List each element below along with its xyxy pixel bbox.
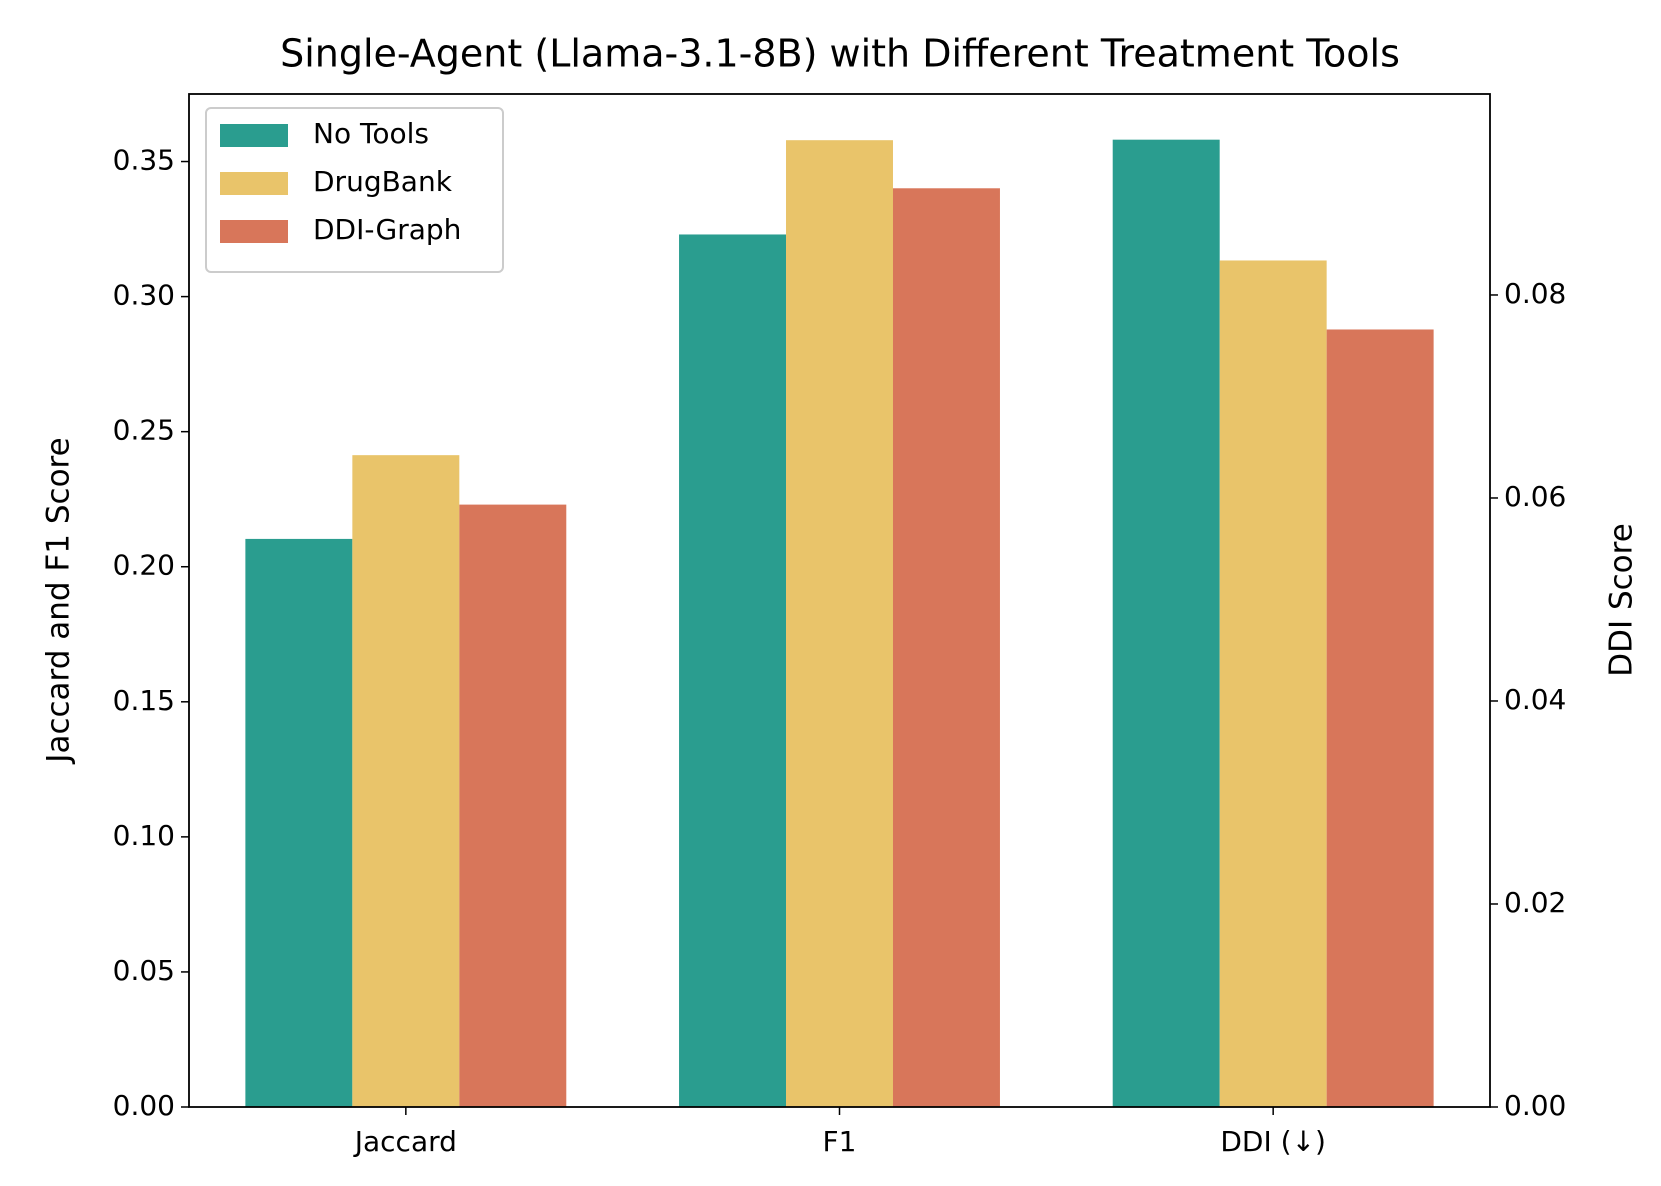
- y2-axis-label: DDI Score: [1604, 523, 1640, 677]
- y2-tick-label: 0.06: [1504, 480, 1566, 513]
- legend-label: No Tools: [313, 117, 429, 150]
- bar: [1112, 139, 1220, 1108]
- chart-title: Single-Agent (Llama-3.1-8B) with Differe…: [280, 32, 1400, 76]
- bar: [352, 455, 460, 1107]
- y2-tick-label: 0.08: [1504, 277, 1566, 310]
- legend-swatch: [220, 124, 288, 147]
- y-tick-label: 0.20: [113, 549, 175, 582]
- bar: [1219, 260, 1327, 1107]
- y2-tick-label: 0.04: [1504, 683, 1566, 716]
- bar: [786, 140, 893, 1107]
- y-tick-label: 0.25: [113, 414, 175, 447]
- bar: [892, 188, 1000, 1107]
- y2-tick-label: 0.00: [1504, 1089, 1566, 1122]
- y-tick-label: 0.15: [113, 684, 175, 717]
- legend-label: DrugBank: [313, 165, 453, 198]
- bar: [245, 538, 353, 1107]
- y-axis-label: Jaccard and F1 Score: [41, 437, 77, 764]
- y-tick-label: 0.30: [113, 279, 175, 312]
- legend-swatch: [220, 172, 288, 195]
- bar: [679, 234, 787, 1107]
- bar: [1326, 329, 1434, 1108]
- x-tick-label: F1: [823, 1125, 857, 1158]
- y-tick-label: 0.05: [113, 954, 175, 987]
- x-tick-label: Jaccard: [353, 1125, 457, 1158]
- plot-frame: [188, 93, 1491, 1108]
- y-tick-label: 0.35: [113, 144, 175, 177]
- y-tick-label: 0.10: [113, 819, 175, 852]
- bar: [459, 504, 567, 1107]
- x-tick-label: DDI (↓): [1220, 1125, 1326, 1158]
- legend-swatch: [220, 220, 288, 243]
- y-tick-label: 0.00: [113, 1089, 175, 1122]
- y2-tick-label: 0.02: [1504, 886, 1566, 919]
- legend-label: DDI-Graph: [313, 213, 461, 246]
